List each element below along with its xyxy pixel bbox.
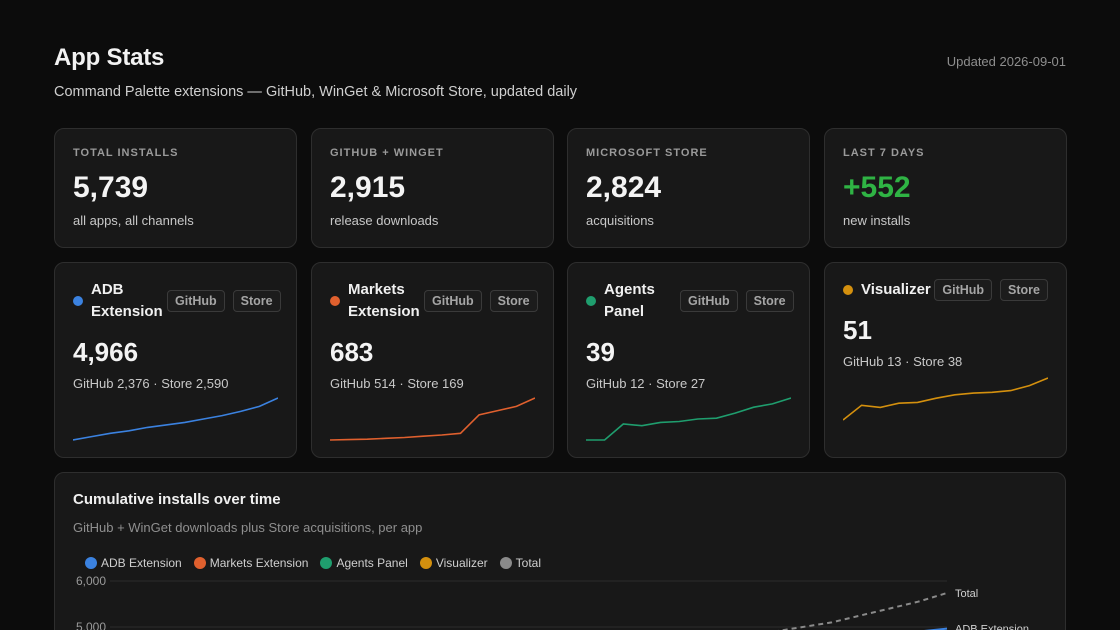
legend-swatch [499, 557, 512, 569]
y-tick-label: 6,000 [76, 574, 106, 588]
app-total: 4,966 [73, 337, 139, 367]
sparkline [73, 397, 278, 441]
stat-label: TOTAL INSTALLS [73, 147, 179, 159]
y-tick-label: 5,000 [76, 620, 106, 630]
stat-value: 2,824 [586, 171, 662, 204]
sparkline-path [73, 397, 278, 441]
github-count: GitHub 514 [330, 376, 396, 391]
separator: · [153, 376, 158, 391]
chart-legend: ADB Extension Markets Extension Agents P… [85, 556, 541, 570]
app-name: ADB Extension [91, 281, 163, 320]
store-pill[interactable]: Store [1000, 279, 1048, 301]
cumulative-line-chart: 6,000 5,000 Total ADB Extension [76, 574, 1029, 630]
series-line-total [777, 592, 948, 630]
stat-value: 2,915 [330, 171, 406, 204]
stat-note: all apps, all channels [73, 213, 194, 228]
stat-note: release downloads [330, 213, 439, 228]
store-pill[interactable]: Store [232, 290, 281, 312]
separator: · [399, 376, 404, 391]
cumulative-chart-card: Cumulative installs over time GitHub + W… [54, 472, 1066, 630]
app-name: Agents Panel [604, 281, 655, 320]
app-color-dot [586, 296, 596, 306]
stat-value: +552 [843, 171, 911, 204]
chart-subtitle: GitHub + WinGet downloads plus Store acq… [73, 520, 423, 535]
github-count: GitHub 12 [586, 376, 645, 391]
legend-label: Markets Extension [209, 556, 309, 570]
legend-label: ADB Extension [101, 556, 182, 570]
sparkline-path [330, 397, 535, 441]
legend-item-total[interactable]: Total [499, 556, 541, 570]
legend-label: Total [515, 556, 541, 570]
stat-label: MICROSOFT STORE [586, 147, 708, 159]
store-count: Store 27 [656, 376, 706, 391]
stat-value: 5,739 [73, 171, 149, 204]
app-card-agents-panel[interactable]: Agents Panel GitHub Store 39 GitHub 12 ·… [567, 262, 810, 458]
app-color-dot [843, 285, 853, 295]
app-color-dot [73, 296, 83, 306]
app-total: 39 [586, 337, 615, 367]
separator: · [648, 376, 653, 391]
legend-label: Agents Panel [336, 556, 408, 570]
app-breakdown: GitHub 514 · Store 169 [330, 376, 535, 391]
app-breakdown: GitHub 2,376 · Store 2,590 [73, 376, 278, 391]
store-pill[interactable]: Store [489, 290, 538, 312]
sparkline [843, 377, 1048, 421]
app-name: Visualizer [861, 281, 931, 298]
github-pill[interactable]: GitHub [934, 279, 993, 301]
app-breakdown: GitHub 12 · Store 27 [586, 376, 791, 391]
stat-card-total-installs: TOTAL INSTALLS 5,739 all apps, all chann… [54, 128, 297, 248]
series-end-label: Total [955, 588, 978, 600]
legend-swatch [419, 557, 432, 569]
app-color-dot [330, 296, 340, 306]
app-total: 683 [330, 337, 374, 367]
legend-item-agents[interactable]: Agents Panel [320, 556, 408, 570]
stat-card-last-7-days: LAST 7 DAYS +552 new installs [824, 128, 1067, 248]
github-count: GitHub 2,376 [73, 376, 150, 391]
github-pill[interactable]: GitHub [680, 290, 738, 312]
store-count: Store 2,590 [161, 376, 229, 391]
page-subtitle: Command Palette extensions — GitHub, Win… [54, 84, 578, 100]
legend-swatch [85, 557, 97, 569]
store-count: Store 38 [913, 354, 963, 369]
sparkline [330, 397, 535, 441]
updated-timestamp: Updated 2026-09-01 [946, 54, 1066, 69]
github-count: GitHub 13 [843, 354, 902, 369]
app-card-adb-extension[interactable]: ADB Extension GitHub Store 4,966 GitHub … [54, 262, 297, 458]
app-breakdown: GitHub 13 · Store 38 [843, 354, 1048, 369]
sparkline-path [843, 377, 1048, 421]
app-name: Markets Extension [348, 281, 420, 320]
sparkline-path [586, 397, 791, 441]
github-pill[interactable]: GitHub [167, 290, 225, 312]
page-title: App Stats [54, 44, 165, 71]
series-end-label: ADB Extension [955, 624, 1029, 630]
stat-note: new installs [843, 213, 911, 228]
chart-title: Cumulative installs over time [73, 491, 281, 508]
stat-card-microsoft-store: MICROSOFT STORE 2,824 acquisitions [567, 128, 810, 248]
app-card-markets-extension[interactable]: Markets Extension GitHub Store 683 GitHu… [311, 262, 554, 458]
app-card-visualizer[interactable]: Visualizer GitHub Store 51 GitHub 13 · S… [824, 262, 1067, 458]
app-total: 51 [843, 315, 872, 345]
legend-swatch [320, 557, 333, 569]
github-pill[interactable]: GitHub [424, 290, 482, 312]
store-pill[interactable]: Store [745, 290, 794, 312]
series-line-adb-extension [923, 627, 948, 630]
page-header: App Stats Command Palette extensions — G… [54, 44, 1066, 100]
legend-label: Visualizer [435, 556, 488, 570]
legend-item-visualizer[interactable]: Visualizer [419, 556, 488, 570]
legend-item-adb[interactable]: ADB Extension [85, 556, 182, 570]
store-count: Store 169 [407, 376, 464, 391]
sparkline [586, 397, 791, 441]
separator: · [905, 354, 910, 369]
legend-item-markets[interactable]: Markets Extension [193, 556, 309, 570]
stat-label: GITHUB + WINGET [330, 147, 444, 159]
stat-note: acquisitions [586, 213, 654, 228]
stat-card-github-winget: GITHUB + WINGET 2,915 release downloads [311, 128, 554, 248]
legend-swatch [193, 557, 206, 569]
stat-label: LAST 7 DAYS [843, 147, 925, 159]
